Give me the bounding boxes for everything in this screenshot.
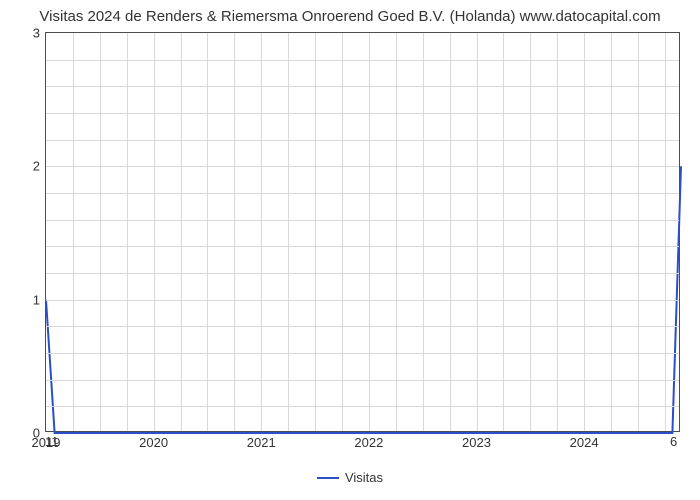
x-tick-label: 2021 bbox=[247, 431, 276, 450]
gridline-v-minor bbox=[315, 33, 316, 431]
legend-label: Visitas bbox=[345, 470, 383, 485]
gridline-v-minor bbox=[638, 33, 639, 431]
chart-title: Visitas 2024 de Renders & Riemersma Onro… bbox=[0, 8, 700, 25]
y-tick-label: 1 bbox=[33, 292, 46, 307]
legend: Visitas bbox=[0, 470, 700, 485]
gridline-v-minor bbox=[207, 33, 208, 431]
legend-swatch bbox=[317, 477, 339, 479]
gridline-v-minor bbox=[423, 33, 424, 431]
gridline-v-major bbox=[477, 33, 478, 431]
gridline-v-major bbox=[154, 33, 155, 431]
gridline-v-minor bbox=[557, 33, 558, 431]
chart-container: Visitas 2024 de Renders & Riemersma Onro… bbox=[0, 0, 700, 500]
y-tick-label: 2 bbox=[33, 159, 46, 174]
gridline-v-minor bbox=[611, 33, 612, 431]
gridline-v-minor bbox=[503, 33, 504, 431]
y-tick-label: 3 bbox=[33, 26, 46, 41]
gridline-v-minor bbox=[530, 33, 531, 431]
plot-area: 0123201920202021202220232024 bbox=[45, 32, 680, 432]
gridline-v-major bbox=[584, 33, 585, 431]
x-tick-label: 2024 bbox=[570, 431, 599, 450]
x-tick-label: 2023 bbox=[462, 431, 491, 450]
gridline-v-major bbox=[261, 33, 262, 431]
gridline-v-minor bbox=[342, 33, 343, 431]
gridline-v-minor bbox=[234, 33, 235, 431]
gridline-v-minor bbox=[100, 33, 101, 431]
gridline-v-minor bbox=[396, 33, 397, 431]
gridline-v-minor bbox=[181, 33, 182, 431]
gridline-v-minor bbox=[665, 33, 666, 431]
extra-label: 6 bbox=[670, 434, 677, 449]
gridline-v-minor bbox=[450, 33, 451, 431]
x-tick-label: 2022 bbox=[354, 431, 383, 450]
gridline-v-minor bbox=[73, 33, 74, 431]
gridline-v-minor bbox=[288, 33, 289, 431]
x-tick-label: 2020 bbox=[139, 431, 168, 450]
gridline-v-major bbox=[369, 33, 370, 431]
gridline-v-minor bbox=[127, 33, 128, 431]
extra-label: 11 bbox=[45, 434, 59, 449]
line-series bbox=[46, 33, 681, 433]
